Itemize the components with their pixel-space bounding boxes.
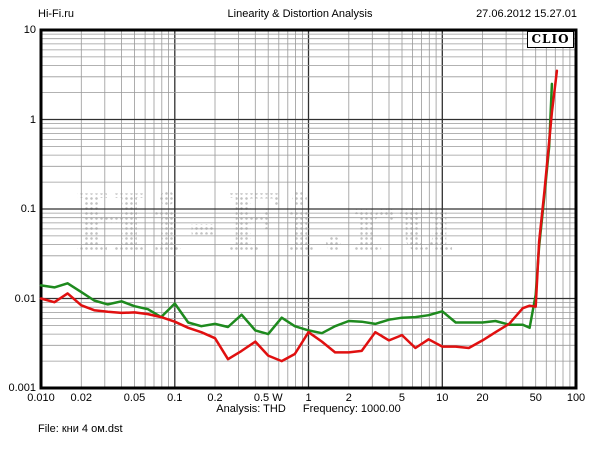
x-tick-label: 0.5 W bbox=[253, 392, 283, 404]
x-tick-label: 0.05 bbox=[123, 392, 146, 404]
y-tick-label: 0.1 bbox=[20, 203, 36, 215]
x-tick-label: 50 bbox=[529, 392, 542, 404]
frequency-label: Frequency: 1000.00 bbox=[302, 403, 401, 415]
x-tick-label: 0.010 bbox=[27, 392, 55, 404]
red-curve bbox=[39, 69, 559, 363]
x-tick-label: 5 bbox=[398, 392, 406, 404]
y-tick-label: 10 bbox=[23, 24, 36, 36]
datetime-label: 27.06.2012 15.27.01 bbox=[476, 8, 577, 20]
x-tick-label: 0.2 bbox=[207, 392, 223, 404]
plot-frame bbox=[39, 28, 578, 390]
x-tick-label: 100 bbox=[566, 392, 586, 404]
site-label: Hi-Fi.ru bbox=[38, 8, 75, 20]
y-tick-label: 1 bbox=[29, 113, 36, 126]
y-tick-label: 0.01 bbox=[14, 292, 36, 305]
x-tick-label: 2 bbox=[345, 392, 352, 404]
x-tick-label: 0.02 bbox=[70, 392, 92, 404]
x-tick-label: 10 bbox=[436, 392, 449, 404]
x-tick-label: 1 bbox=[305, 392, 312, 404]
clio-logo-badge: CLIO bbox=[527, 31, 574, 48]
analysis-label: Analysis: THD bbox=[216, 403, 286, 415]
y-tick-label: 0.001 bbox=[8, 382, 36, 394]
file-name-label: File: кни 4 ом.dst bbox=[38, 423, 123, 435]
x-tick-label: 20 bbox=[476, 392, 489, 404]
watermark-text: Hi-Fi.ru bbox=[74, 178, 460, 269]
x-tick-label: 0.1 bbox=[167, 392, 183, 404]
page-title: Linearity & Distortion Analysis bbox=[227, 8, 373, 20]
analysis-status-line: Analysis: THD Frequency: 1000.00 bbox=[41, 403, 576, 415]
